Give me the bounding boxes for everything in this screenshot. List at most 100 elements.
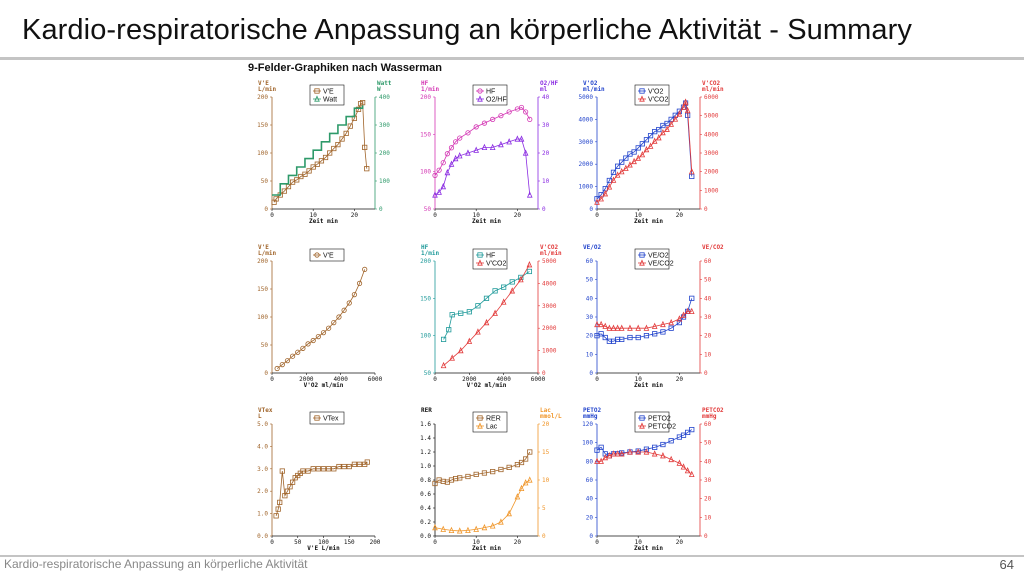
data-point [668, 325, 674, 331]
right-tick-label: 5000 [542, 258, 557, 265]
left-tick-label: 60 [586, 477, 594, 484]
left-axis-label: V'O2 [583, 80, 598, 87]
data-point [660, 128, 666, 136]
right-tick-label: 0 [542, 533, 546, 540]
data-point [526, 191, 533, 198]
data-point [440, 525, 447, 532]
data-point [432, 523, 438, 531]
right-tick-label: 20 [542, 421, 550, 428]
data-point [643, 145, 650, 153]
data-point [594, 196, 600, 202]
right-tick-label: 1000 [704, 187, 719, 194]
right-tick-label: 40 [704, 295, 712, 302]
left-tick-label: 4.0 [257, 443, 268, 450]
data-point [615, 163, 621, 169]
data-point [475, 328, 481, 335]
data-point [518, 104, 525, 111]
x-tick-label: 0 [595, 539, 599, 546]
data-point [668, 438, 674, 444]
right-tick-label: 40 [542, 94, 550, 101]
data-point [440, 336, 447, 343]
data-point [346, 463, 352, 470]
data-point [458, 310, 464, 316]
right-tick-label: 0 [704, 370, 708, 377]
series-lac [432, 476, 533, 534]
data-point [651, 322, 658, 329]
data-point [602, 334, 608, 341]
data-point [606, 452, 613, 459]
data-point [682, 98, 689, 105]
data-point [627, 448, 633, 455]
series-watt [272, 105, 364, 196]
data-point [618, 167, 625, 175]
series-ve-co2 [594, 307, 695, 331]
left-axis-label: HF [421, 244, 429, 251]
data-point [498, 140, 504, 148]
data-point [610, 450, 617, 457]
left-axis-label: HF [421, 80, 429, 87]
chart-panel-3: 0 1000 2000 3000 4000 5000 0 1000 2000 3000 4000 50… [579, 80, 725, 225]
x-tick-label: 2000 [299, 376, 314, 383]
legend-swatch-marker [314, 415, 320, 421]
left-tick-label: 1.6 [420, 421, 431, 428]
data-point [635, 154, 642, 161]
left-axis-label: V'E [258, 80, 269, 87]
data-point [610, 324, 617, 331]
right-axis-label: Lac [540, 407, 551, 414]
legend-swatch-marker [314, 88, 320, 94]
data-point [481, 120, 488, 126]
data-point [456, 527, 463, 534]
chart-panel-8: 0.00.20.40.60.81.01.21.41.605101520Lacmm… [420, 407, 562, 552]
left-tick-label: 150 [257, 286, 268, 293]
left-axis-unit: 1/min [421, 86, 439, 93]
data-point [594, 447, 600, 453]
left-axis-unit: 1/min [421, 250, 439, 257]
x-tick-label: 20 [676, 376, 684, 383]
footer-divider [0, 555, 1024, 557]
data-point [490, 116, 496, 123]
data-point [483, 318, 490, 326]
legend-label: RER [486, 416, 501, 423]
series-line [273, 101, 368, 203]
data-point [643, 446, 650, 452]
data-point [635, 145, 641, 151]
data-point [598, 457, 604, 464]
right-tick-label: 20 [704, 333, 712, 340]
right-tick-label: 60 [704, 421, 712, 428]
legend-label: O2/HF [486, 97, 507, 104]
data-point [284, 358, 291, 364]
series-hf [432, 104, 533, 178]
data-point [436, 167, 442, 173]
left-tick-label: 0.4 [420, 505, 431, 512]
data-point [598, 444, 604, 450]
chart-panel-9: 0204060801001200102030405060PETCO2mmHgPE… [582, 407, 724, 552]
page-number: 64 [999, 557, 1014, 572]
data-point [527, 116, 533, 123]
left-tick-label: 100 [582, 440, 593, 447]
left-tick-label: 3000 [579, 139, 594, 146]
right-axis-label: V'CO2 [540, 244, 558, 251]
x-axis-label: Zeit min [634, 382, 663, 389]
data-point [465, 473, 471, 480]
right-axis-label: Watt [377, 80, 392, 87]
data-point [685, 429, 691, 436]
data-point [518, 484, 525, 492]
legend-label: HF [486, 89, 495, 96]
data-point [320, 330, 327, 336]
left-axis-label: VTex [258, 407, 273, 414]
right-tick-label: 0 [704, 533, 708, 540]
data-point [627, 334, 633, 341]
left-tick-label: 1.0 [420, 463, 431, 470]
data-point [457, 346, 464, 354]
legend-swatch-marker [639, 415, 645, 421]
legend-label: V'CO2 [648, 97, 669, 104]
data-point [676, 319, 683, 326]
data-point [631, 157, 637, 165]
legend-label: PETCO2 [648, 424, 676, 431]
data-point [518, 275, 524, 283]
legend-label: HF [486, 253, 495, 260]
data-point [355, 106, 362, 112]
